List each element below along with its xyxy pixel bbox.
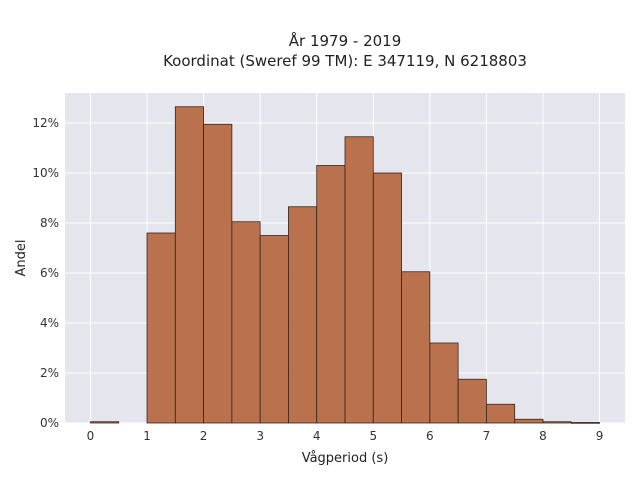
y-axis-ticks: 0% 2% 4% 6% 8% 10% 12% bbox=[32, 116, 59, 430]
x-axis-label: Vågperiod (s) bbox=[302, 451, 389, 466]
chart-title-line2: Koordinat (Sweref 99 TM): E 347119, N 62… bbox=[163, 52, 527, 70]
x-tick-label: 5 bbox=[369, 429, 377, 443]
y-tick-label: 4% bbox=[40, 316, 59, 330]
y-tick-label: 12% bbox=[32, 116, 59, 130]
x-axis-ticks: 0 1 2 3 4 5 6 7 8 9 bbox=[87, 429, 604, 443]
y-axis-label: Andel bbox=[14, 240, 29, 277]
y-tick-label: 10% bbox=[32, 166, 59, 180]
x-tick-label: 7 bbox=[483, 429, 491, 443]
x-tick-label: 2 bbox=[200, 429, 208, 443]
histogram-bar bbox=[316, 165, 346, 424]
y-tick-label: 8% bbox=[40, 216, 59, 230]
histogram-bar bbox=[174, 106, 204, 424]
histogram-bar bbox=[146, 232, 176, 424]
histogram-bar bbox=[231, 221, 261, 424]
x-tick-label: 8 bbox=[539, 429, 547, 443]
histogram-bar bbox=[542, 421, 572, 424]
histogram-bar bbox=[344, 136, 374, 424]
histogram-bar bbox=[401, 271, 431, 424]
histogram-bar bbox=[486, 403, 516, 424]
histogram-bar bbox=[429, 342, 459, 424]
histogram-bar bbox=[570, 422, 600, 424]
histogram-bar bbox=[259, 235, 289, 424]
y-tick-label: 6% bbox=[40, 266, 59, 280]
histogram-bar bbox=[288, 206, 318, 424]
x-tick-label: 1 bbox=[143, 429, 151, 443]
y-tick-label: 0% bbox=[40, 416, 59, 430]
y-tick-label: 2% bbox=[40, 366, 59, 380]
x-tick-label: 3 bbox=[256, 429, 264, 443]
histogram-bar bbox=[372, 172, 402, 424]
x-tick-label: 4 bbox=[313, 429, 321, 443]
chart-title-line1: År 1979 - 2019 bbox=[289, 31, 402, 50]
histogram-bar bbox=[90, 421, 120, 424]
bars-group bbox=[90, 106, 600, 424]
histogram-bar bbox=[514, 418, 544, 424]
histogram-bar bbox=[457, 378, 487, 424]
x-tick-label: 6 bbox=[426, 429, 434, 443]
x-tick-label: 0 bbox=[87, 429, 95, 443]
x-tick-label: 9 bbox=[596, 429, 604, 443]
histogram-bar bbox=[203, 123, 233, 424]
